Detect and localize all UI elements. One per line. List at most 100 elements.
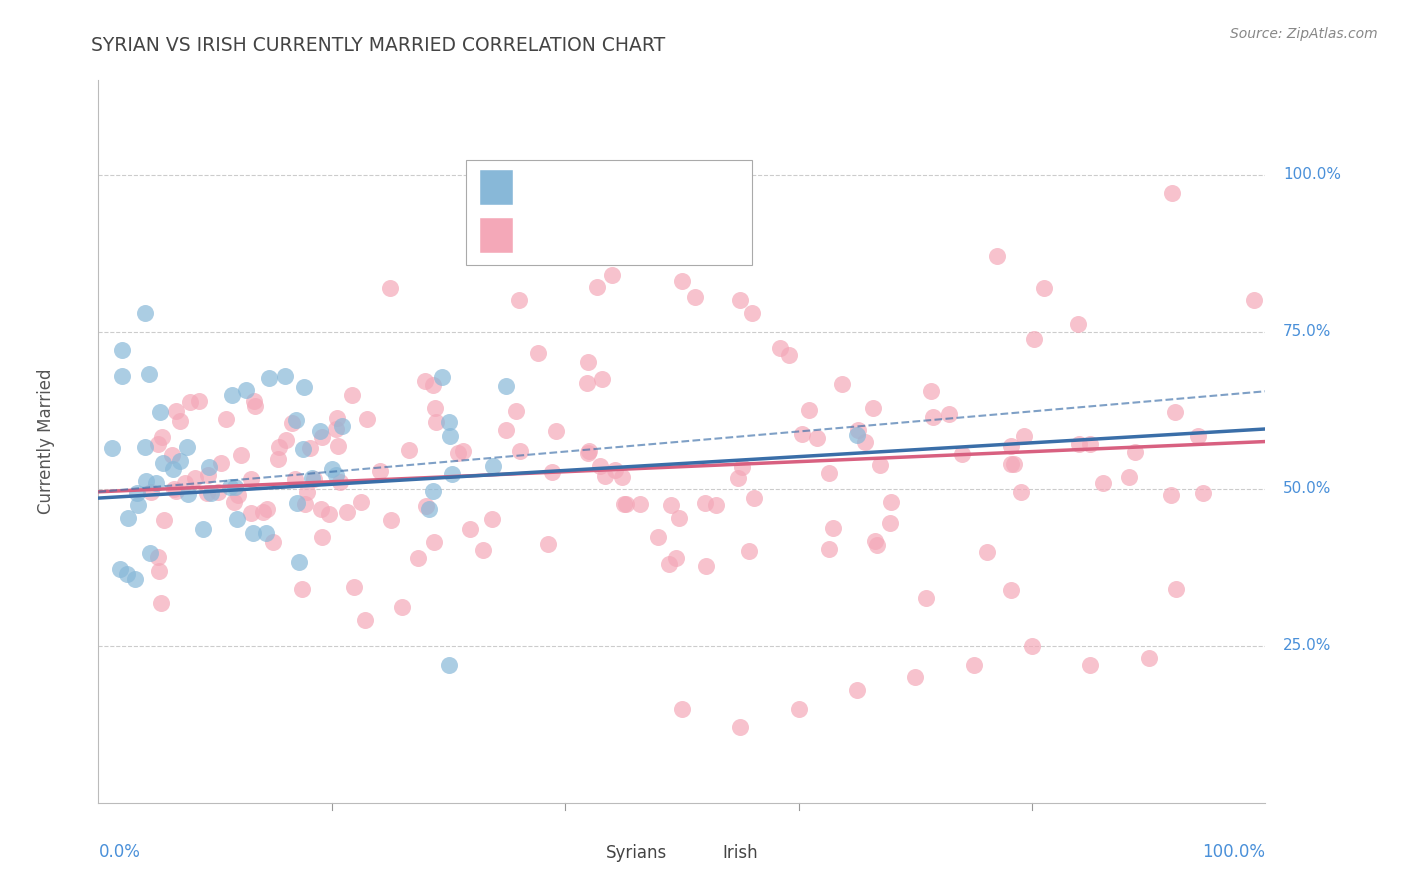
Point bbox=[685, 290, 707, 304]
Point bbox=[292, 380, 315, 394]
Point bbox=[124, 572, 146, 586]
Point bbox=[921, 410, 943, 425]
Point bbox=[115, 566, 138, 581]
Point bbox=[451, 444, 474, 458]
Point bbox=[831, 376, 853, 391]
Point bbox=[321, 462, 343, 476]
Point bbox=[1002, 457, 1025, 471]
Point bbox=[422, 378, 444, 392]
Point bbox=[1069, 437, 1091, 451]
Point bbox=[174, 476, 197, 491]
Point bbox=[879, 516, 901, 530]
Point bbox=[787, 701, 810, 715]
Point bbox=[447, 445, 470, 459]
Text: Irish: Irish bbox=[723, 845, 758, 863]
Point bbox=[219, 479, 242, 493]
Point bbox=[846, 428, 869, 442]
Point bbox=[290, 582, 312, 596]
Point bbox=[284, 472, 307, 486]
Point bbox=[741, 306, 763, 320]
Point bbox=[704, 499, 727, 513]
Text: 100.0%: 100.0% bbox=[1202, 843, 1265, 861]
Point bbox=[778, 348, 800, 362]
Text: N = 164: N = 164 bbox=[637, 227, 711, 244]
Point bbox=[169, 454, 191, 468]
Text: R = 0.079: R = 0.079 bbox=[527, 227, 610, 244]
Point bbox=[482, 459, 505, 474]
Point bbox=[727, 471, 749, 485]
Point bbox=[146, 549, 169, 564]
Point bbox=[595, 468, 617, 483]
Point bbox=[541, 465, 564, 479]
Point bbox=[589, 459, 612, 474]
FancyBboxPatch shape bbox=[465, 160, 752, 265]
Point bbox=[150, 430, 173, 444]
Point bbox=[343, 580, 366, 594]
Point bbox=[738, 544, 761, 558]
Point bbox=[586, 280, 609, 294]
Point bbox=[252, 505, 274, 519]
Point bbox=[380, 280, 402, 294]
Text: 75.0%: 75.0% bbox=[1282, 324, 1331, 339]
Point bbox=[863, 533, 886, 548]
Point bbox=[471, 542, 494, 557]
Point bbox=[413, 375, 436, 389]
Point bbox=[1000, 439, 1022, 453]
Point bbox=[311, 430, 333, 444]
Point bbox=[976, 545, 998, 559]
Point bbox=[285, 496, 308, 510]
Point bbox=[259, 371, 281, 385]
Point bbox=[368, 464, 391, 478]
Point bbox=[292, 442, 315, 457]
Point bbox=[495, 423, 517, 437]
Point bbox=[613, 497, 636, 511]
Point bbox=[1078, 436, 1101, 450]
Point bbox=[145, 475, 167, 490]
Point bbox=[914, 591, 936, 606]
Point bbox=[628, 497, 651, 511]
Point bbox=[226, 488, 249, 502]
Point bbox=[1137, 651, 1160, 665]
Point bbox=[1032, 280, 1054, 294]
Point bbox=[693, 496, 716, 510]
Point bbox=[295, 484, 318, 499]
Point bbox=[165, 403, 187, 417]
Text: 0.0%: 0.0% bbox=[98, 843, 141, 861]
Point bbox=[437, 416, 460, 430]
Point bbox=[240, 506, 263, 520]
Point bbox=[1092, 476, 1115, 491]
Point bbox=[294, 498, 316, 512]
Point bbox=[509, 443, 531, 458]
Point bbox=[146, 437, 169, 451]
Point bbox=[138, 367, 160, 381]
Point bbox=[301, 471, 323, 485]
Point bbox=[423, 535, 446, 549]
Point bbox=[111, 368, 134, 383]
Point bbox=[285, 413, 308, 427]
Point bbox=[1000, 457, 1022, 471]
Point bbox=[224, 495, 246, 509]
Point bbox=[790, 427, 813, 442]
Point bbox=[1067, 317, 1090, 331]
Point bbox=[200, 486, 222, 500]
Point bbox=[177, 486, 200, 500]
Point bbox=[817, 541, 839, 556]
Point bbox=[309, 501, 332, 516]
Text: N =  53: N = 53 bbox=[637, 178, 706, 196]
Point bbox=[184, 471, 207, 485]
Point bbox=[508, 293, 530, 308]
Text: 100.0%: 100.0% bbox=[1282, 167, 1341, 182]
Point bbox=[298, 441, 321, 455]
Point bbox=[274, 434, 297, 448]
Point bbox=[380, 513, 402, 527]
Point bbox=[165, 483, 187, 498]
Text: Currently Married: Currently Married bbox=[37, 368, 55, 515]
Point bbox=[920, 384, 942, 398]
Point bbox=[505, 404, 527, 418]
Point bbox=[148, 564, 170, 578]
Point bbox=[242, 394, 264, 409]
Point bbox=[578, 443, 600, 458]
Point bbox=[1010, 484, 1032, 499]
Point bbox=[209, 456, 232, 470]
Point bbox=[353, 613, 375, 627]
